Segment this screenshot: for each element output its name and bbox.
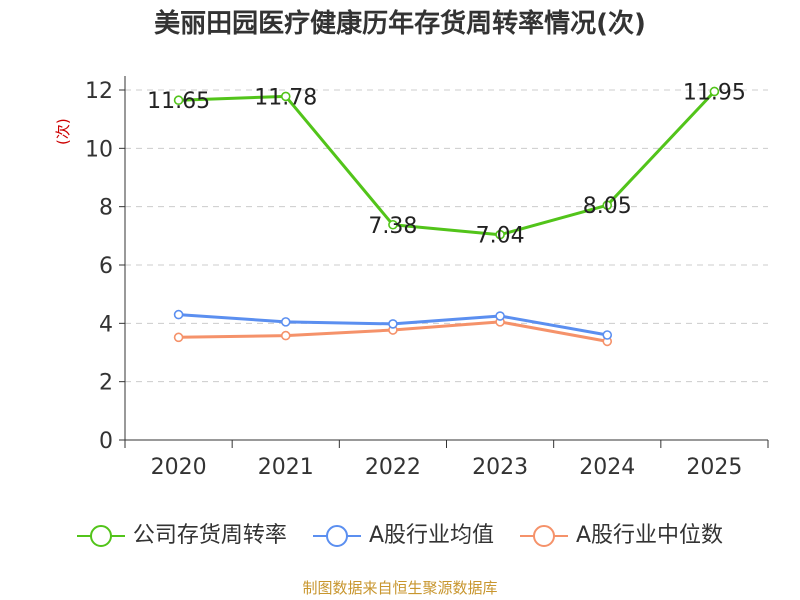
x-tick-label: 2025 — [686, 455, 742, 480]
legend-ring-icon — [325, 525, 348, 547]
data-label: 11.78 — [254, 85, 317, 110]
x-tick-label: 2020 — [151, 455, 207, 480]
y-tick-label: 10 — [85, 137, 113, 162]
legend-label: A股行业中位数 — [576, 523, 724, 548]
y-tick-label: 0 — [99, 429, 113, 454]
data-point — [280, 330, 291, 341]
data-label: 7.38 — [368, 214, 417, 239]
legend-item-industry-mean[interactable]: A股行业均值 — [312, 521, 494, 551]
y-tick-label: 4 — [99, 312, 113, 337]
grid-lines — [125, 89, 768, 383]
y-tick-label: 6 — [99, 254, 113, 279]
legend: 公司存货周转率 A股行业均值 A股行业中位数 — [0, 518, 800, 554]
legend-label: 公司存货周转率 — [132, 523, 287, 548]
data-point — [280, 91, 291, 102]
x-tick-label: 2024 — [579, 455, 635, 480]
data-point — [602, 330, 613, 340]
data-point — [280, 317, 291, 327]
data-labels: 11.65 11.78 7.38 7.04 8.05 11.95 — [147, 80, 746, 248]
data-point — [602, 200, 613, 211]
x-tick-label: 2022 — [365, 455, 421, 480]
data-point — [173, 95, 184, 106]
y-tick-label: 2 — [99, 371, 113, 396]
legend-marker-icon — [520, 525, 568, 547]
legend-item-company[interactable]: 公司存货周转率 — [76, 521, 287, 551]
chart-title: 美丽田园医疗健康历年存货周转率情况(次) — [154, 9, 646, 39]
data-label: 8.05 — [583, 194, 632, 219]
series-lines — [173, 86, 720, 347]
x-tick-label: 2023 — [472, 455, 528, 480]
data-point — [495, 311, 505, 321]
data-point — [173, 309, 184, 320]
data-label: 7.04 — [476, 224, 525, 249]
y-tick-label: 8 — [99, 196, 113, 221]
data-point — [495, 229, 505, 240]
data-label: 11.95 — [683, 80, 746, 105]
data-point — [388, 319, 398, 329]
legend-marker-icon — [76, 525, 125, 547]
series-line — [178, 90, 716, 237]
x-tick-label: 2021 — [258, 455, 314, 480]
legend-marker-icon — [312, 525, 361, 547]
data-source-note: 制图数据来自恒生聚源数据库 — [302, 579, 498, 597]
legend-ring-icon — [89, 525, 112, 547]
legend-label: A股行业均值 — [368, 523, 494, 548]
data-point — [173, 332, 184, 343]
legend-ring-icon — [533, 525, 555, 547]
data-point — [388, 219, 398, 230]
axes: 0 2 4 6 8 10 12 2020 2021 2022 2023 2024 2025 — [85, 76, 769, 480]
legend-item-industry-median[interactable]: A股行业中位数 — [520, 521, 723, 551]
data-point — [709, 86, 720, 97]
y-tick-label: 12 — [85, 79, 113, 104]
data-label: 11.65 — [147, 89, 210, 114]
